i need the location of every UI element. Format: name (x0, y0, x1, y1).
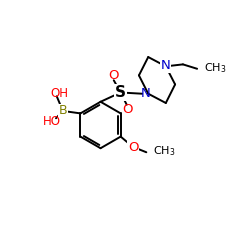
Text: N: N (140, 87, 150, 100)
Text: OH: OH (51, 87, 69, 100)
Text: O: O (122, 102, 132, 116)
Text: CH$_3$: CH$_3$ (153, 144, 176, 158)
Text: S: S (115, 85, 126, 100)
Text: B: B (58, 104, 67, 118)
Text: HO: HO (43, 115, 61, 128)
Text: N: N (161, 59, 171, 72)
Text: O: O (128, 140, 139, 153)
Text: CH$_3$: CH$_3$ (204, 62, 227, 75)
Text: O: O (108, 69, 118, 82)
